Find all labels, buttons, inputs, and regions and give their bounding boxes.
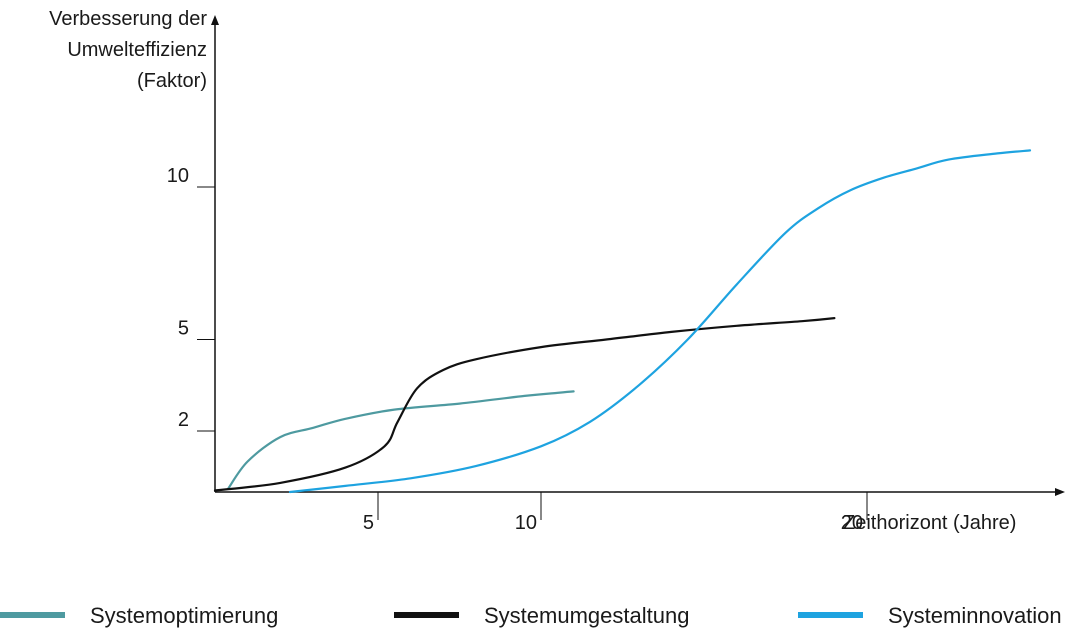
- x-tick-label-0: 5: [363, 512, 374, 534]
- systeminnovation-line: [288, 149, 1032, 494]
- legend: Systemoptimierung Systemumgestaltung Syste…: [0, 603, 1062, 628]
- x-axis-label: Zeithorizont (Jahre): [843, 512, 1016, 534]
- legend-swatch: [394, 612, 459, 618]
- legend-label: Systemoptimierung: [90, 603, 278, 628]
- legend-label: Systemumgestaltung: [484, 603, 689, 628]
- legend-swatch: [798, 612, 863, 618]
- legend-entry-systeminnovation: Systeminnovation: [798, 603, 1062, 628]
- axis-ticks: 5 10 20 2 5 10: [167, 165, 868, 534]
- y-axis-label-line-2: Umwelteffizienz: [67, 39, 207, 61]
- systemumgestaltung-line: [213, 317, 836, 492]
- systemoptimierung-line: [226, 390, 575, 490]
- y-tick-label-0: 2: [178, 409, 189, 431]
- data-lines: [213, 149, 1032, 494]
- legend-swatch: [0, 612, 65, 618]
- y-axis-label-line-3: (Faktor): [137, 70, 207, 92]
- x-tick-label-2: 20: [841, 512, 863, 534]
- y-axis-label-line-1: Verbesserung der: [49, 8, 207, 30]
- legend-label: Systeminnovation: [888, 603, 1062, 628]
- legend-entry-systemumgestaltung: Systemumgestaltung: [394, 603, 689, 628]
- y-tick-label-2: 10: [167, 165, 189, 187]
- legend-entry-systemoptimierung: Systemoptimierung: [0, 603, 278, 628]
- x-tick-label-1: 10: [515, 512, 537, 534]
- y-tick-label-1: 5: [178, 318, 189, 340]
